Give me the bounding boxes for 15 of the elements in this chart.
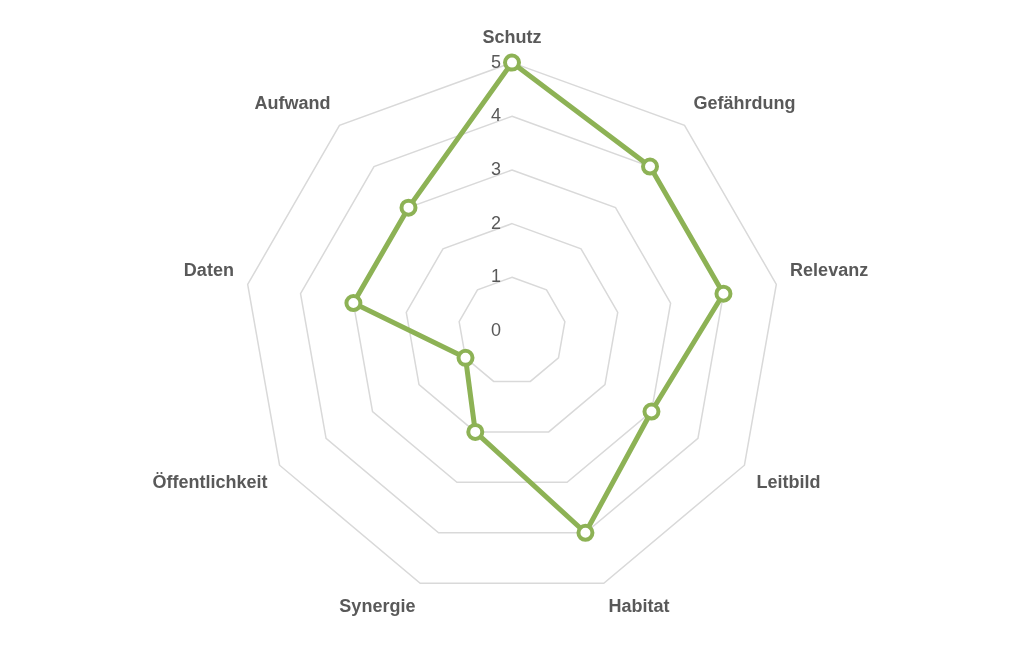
spoke-label: Öffentlichkeit [152,471,268,492]
y-tick-label: 2 [490,212,502,233]
spoke-label: Synergie [339,596,416,617]
spoke-label: Leitbild [756,471,821,492]
spoke-label: Daten [183,260,234,281]
spoke-label: Aufwand [254,92,331,113]
y-tick-label: 0 [490,319,502,340]
y-tick-label: 5 [490,51,502,72]
y-tick-label: 3 [490,158,502,179]
spoke-label: Gefährdung [693,92,796,113]
spoke-label: Relevanz [790,260,869,281]
y-tick-label: 4 [490,105,502,126]
spoke-label: Schutz [482,26,542,47]
y-tick-label: 1 [490,266,502,287]
spoke-label: Habitat [608,596,670,617]
